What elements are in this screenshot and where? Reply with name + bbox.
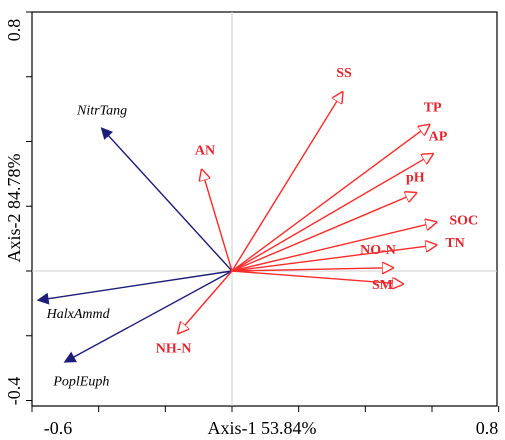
vector-layer	[36, 93, 436, 363]
env-vector-ss	[231, 93, 342, 272]
env-label-nh-n: NH-N	[156, 342, 192, 357]
tick-layer	[26, 11, 500, 412]
y-tick-label-max: 0.8	[4, 19, 24, 42]
env-vector-nh-n	[179, 270, 233, 333]
label-layer: NitrTang HalxAmmd PoplEuph SS TP AP AN pH SOC TN N…	[46, 66, 478, 390]
x-tick-label-max: 0.8	[476, 418, 499, 438]
env-vector-soc	[231, 222, 435, 272]
species-vector-popleuph	[63, 270, 233, 363]
x-axis-title: Axis-1 53.84%	[208, 418, 317, 438]
env-label-tn: TN	[445, 236, 464, 251]
env-label-ph: pH	[406, 170, 425, 185]
env-label-no-n: NO-N	[360, 243, 396, 258]
env-vector-sm	[231, 270, 402, 284]
env-vector-ph	[231, 193, 415, 272]
plot-frame	[31, 11, 498, 407]
species-label-nitrtang: NitrTang	[76, 104, 127, 119]
env-vector-tp	[231, 125, 429, 272]
x-tick-label-min: -0.6	[44, 418, 73, 438]
env-label-tp: TP	[424, 100, 442, 115]
species-vector-halxammd	[36, 270, 233, 305]
env-vector-no-n	[231, 268, 392, 271]
env-label-soc: SOC	[449, 213, 478, 228]
env-vector-an	[202, 171, 233, 272]
species-label-halxammd: HalxAmmd	[46, 307, 111, 322]
y-axis-title: Axis-2 84.78%	[4, 154, 24, 263]
env-label-ap: AP	[429, 129, 448, 144]
env-label-ss: SS	[336, 66, 352, 81]
species-vector-nitrtang	[100, 127, 233, 272]
env-label-an: AN	[195, 144, 215, 159]
species-label-popleuph: PoplEuph	[52, 375, 109, 390]
env-label-sm: SM	[372, 278, 393, 293]
env-vector-tn	[231, 245, 435, 272]
y-tick-label-min: -0.4	[4, 377, 24, 406]
env-vector-ap	[231, 154, 432, 272]
